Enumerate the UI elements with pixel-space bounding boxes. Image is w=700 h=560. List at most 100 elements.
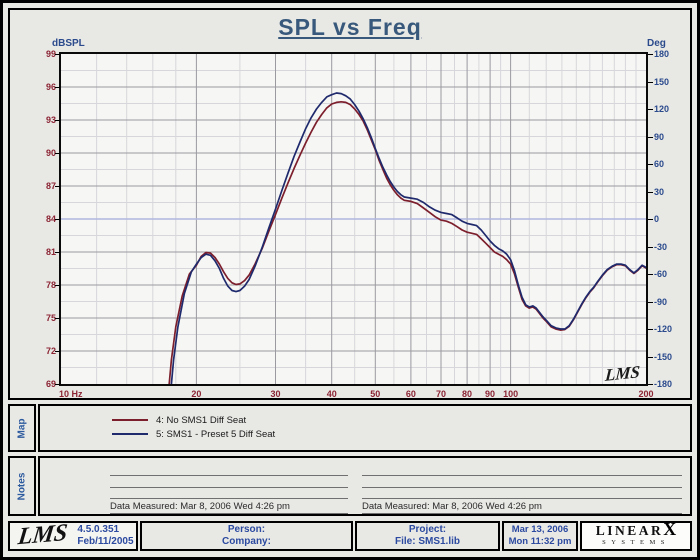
notes-tab: Notes [8, 456, 36, 516]
version-date: Feb/11/2005 [77, 536, 134, 547]
data-measured-caption: Data Measured: Mar 8, 2006 Wed 4:26 pm [110, 499, 348, 514]
tick-mark [648, 81, 653, 83]
tick-mark [648, 356, 653, 358]
left-axis-tick-label: 78 [45, 280, 56, 290]
right-axis-tick-label: 30 [654, 186, 665, 197]
notes-column-left: Data Measured: Mar 8, 2006 Wed 4:26 pm [110, 464, 348, 514]
right-axis-unit-label: Deg [647, 38, 666, 49]
footer-person-box: Person: Company: [140, 521, 353, 551]
person-label: Person: [227, 524, 266, 535]
legend-panel: 4: No SMS1 Diff Seat 5: SMS1 - Preset 5 … [38, 404, 692, 452]
chart-title: SPL vs Freq [278, 14, 422, 40]
x-axis-tick-label: 90 [485, 389, 496, 399]
x-axis-tick-label: 50 [370, 389, 381, 399]
print-time: Mon 11:32 pm [508, 536, 572, 547]
tick-mark [648, 219, 653, 220]
legend-swatch-red [112, 419, 148, 421]
tick-mark [55, 54, 60, 55]
left-axis-tick-label: 81 [45, 247, 56, 257]
tick-mark [55, 318, 60, 319]
right-axis-tick-label: -120 [654, 324, 673, 334]
left-axis-tick-label: 75 [45, 313, 56, 323]
left-axis-tick-label: 99 [45, 49, 56, 59]
x-axis-tick-label: 70 [435, 389, 446, 399]
ruled-line [110, 488, 348, 500]
right-axis-tick-label: -150 [654, 351, 673, 362]
tick-mark [55, 351, 60, 352]
x-axis-tick-label: 100 [503, 389, 519, 399]
tick-mark [648, 109, 653, 110]
lms-watermark: LMS [604, 362, 641, 385]
left-axis-tick-label: 90 [45, 148, 56, 158]
left-axis-tick-label: 69 [45, 379, 56, 389]
tick-mark [648, 136, 653, 138]
tick-mark [648, 191, 653, 193]
lms-logo: LMS [16, 519, 69, 551]
tick-mark [55, 153, 60, 154]
notes-column-right: Data Measured: Mar 8, 2006 Wed 4:26 pm [362, 464, 682, 514]
left-axis-tick-label: 84 [45, 214, 56, 224]
legend-label: 5: SMS1 - Preset 5 Diff Seat [156, 428, 276, 440]
footer-project-box: Project: File: SMS1.lib [355, 521, 500, 551]
graph-panel: SPL vs Freq dBSPL Deg LMS 99 96 93 90 87 84 81… [8, 8, 692, 400]
x-axis-tick-label: 20 [191, 389, 202, 399]
tick-mark [648, 329, 653, 330]
tick-mark [648, 301, 653, 303]
right-axis-tick-label: 180 [654, 49, 670, 59]
x-axis-tick-label: 40 [326, 389, 337, 399]
plot-area: LMS [59, 52, 648, 386]
version-block: 4.5.0.351 Feb/11/2005 [77, 524, 133, 548]
data-measured-caption: Data Measured: Mar 8, 2006 Wed 4:26 pm [362, 499, 682, 514]
right-axis-tick-label: -30 [654, 241, 668, 252]
x-axis-origin-label: 10 Hz [59, 389, 83, 399]
legend-label: 4: No SMS1 Diff Seat [156, 414, 247, 426]
linearx-logo: LINEAR X [595, 519, 677, 539]
tick-mark [648, 384, 653, 385]
tick-mark [55, 252, 60, 253]
company-label: Company: [222, 536, 271, 547]
map-tab-label: Map [16, 418, 28, 438]
left-axis-tick-label: 72 [45, 346, 56, 356]
x-axis-tick-label: 60 [405, 389, 416, 399]
version-number: 4.5.0.351 [77, 524, 120, 535]
footer-linearx-box: LINEAR X SYSTEMS [580, 519, 692, 551]
tick-mark [55, 384, 60, 385]
right-axis-tick-label: -90 [654, 296, 668, 307]
spl-freq-chart [61, 54, 647, 385]
ruled-line [362, 488, 682, 500]
tick-mark [55, 285, 60, 286]
right-axis-tick-label: 150 [654, 76, 670, 87]
notes-tab-label: Notes [16, 472, 28, 500]
map-tab: Map [8, 404, 36, 452]
tick-mark [648, 54, 653, 55]
left-axis-tick-label: 93 [45, 115, 56, 125]
ruled-line [362, 476, 682, 488]
footer-logo-box: LMS 4.5.0.351 Feb/11/2005 [8, 519, 138, 551]
tick-mark [55, 219, 60, 220]
ruled-line [110, 476, 348, 488]
linearx-x: X [663, 519, 677, 539]
print-date: Mar 13, 2006 [511, 524, 569, 535]
linearx-systems: SYSTEMS [602, 539, 670, 546]
x-axis-tick-label: 200 [638, 389, 654, 399]
right-axis-tick-label: -60 [654, 269, 668, 279]
tick-mark [648, 274, 653, 275]
legend-item: 4: No SMS1 Diff Seat [112, 413, 690, 427]
curve [168, 100, 647, 385]
tick-mark [648, 246, 653, 248]
left-axis-tick-label: 87 [45, 181, 56, 191]
footer-date-box: Mar 13, 2006 Mon 11:32 pm [502, 521, 578, 551]
ruled-line [362, 464, 682, 476]
left-axis-tick-label: 96 [45, 82, 56, 92]
curve [170, 92, 647, 385]
right-axis-tick-label: 0 [654, 214, 660, 224]
left-axis-unit-label: dBSPL [52, 38, 85, 49]
right-axis-tick-label: -180 [654, 379, 673, 389]
ruled-line [110, 464, 348, 476]
notes-panel: Data Measured: Mar 8, 2006 Wed 4:26 pm D… [38, 456, 692, 516]
legend-item: 5: SMS1 - Preset 5 Diff Seat [112, 427, 690, 441]
right-axis-tick-label: 90 [654, 131, 665, 142]
linearx-name: LINEAR [595, 523, 664, 538]
file-label: File: SMS1.lib [394, 536, 460, 547]
